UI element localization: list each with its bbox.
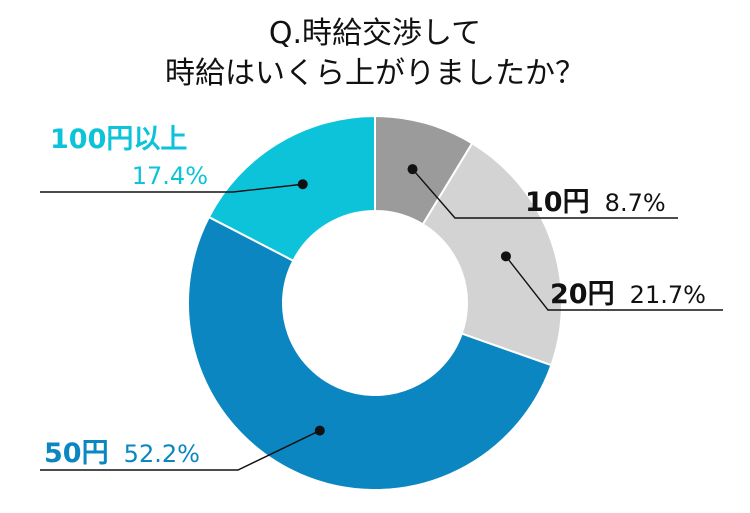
leader-lines [40,164,723,471]
donut-slice-100yen-plus [207,114,376,263]
slice-value-10yen: 8.7% [605,189,666,217]
slice-name-10yen: 10円 [525,187,590,218]
slice-name-50yen: 50円 [44,438,109,469]
chart-title-line-1: Q.時給交渉して [268,16,482,51]
donut-slice-50yen [187,215,553,491]
slice-value-20yen: 21.7% [630,281,706,309]
chart-title: Q.時給交渉して 時給はいくら上がりましたか？ [0,14,750,94]
slice-label-10yen: 10円 8.7% [525,187,666,218]
leader-dot-100yen-plus [297,179,308,190]
slice-labels: 10円 8.7% 20円 21.7% 50円 52.2% 100円以上 17.4… [44,124,706,469]
donut-slice-20yen [421,141,563,367]
leader-dot-50yen [314,425,325,436]
leader-line-20yen [505,255,723,311]
leader-line-100yen-plus [40,183,303,193]
chart-title-line-2: 時給はいくら上がりましたか？ [165,56,585,91]
leader-dot-20yen [500,251,511,262]
leader-dot-10yen [407,164,418,175]
leader-line-10yen [411,168,678,219]
slice-name-100yen-plus: 100円以上 [50,124,187,155]
slice-label-50yen: 50円 52.2% [44,438,200,469]
slice-value-100yen-plus: 17.4% [132,162,208,190]
slice-value-50yen: 52.2% [124,440,200,468]
leader-line-50yen [40,429,321,471]
slice-name-20yen: 20円 [550,279,615,310]
slice-label-20yen: 20円 21.7% [550,279,706,310]
donut-slices [187,114,563,491]
